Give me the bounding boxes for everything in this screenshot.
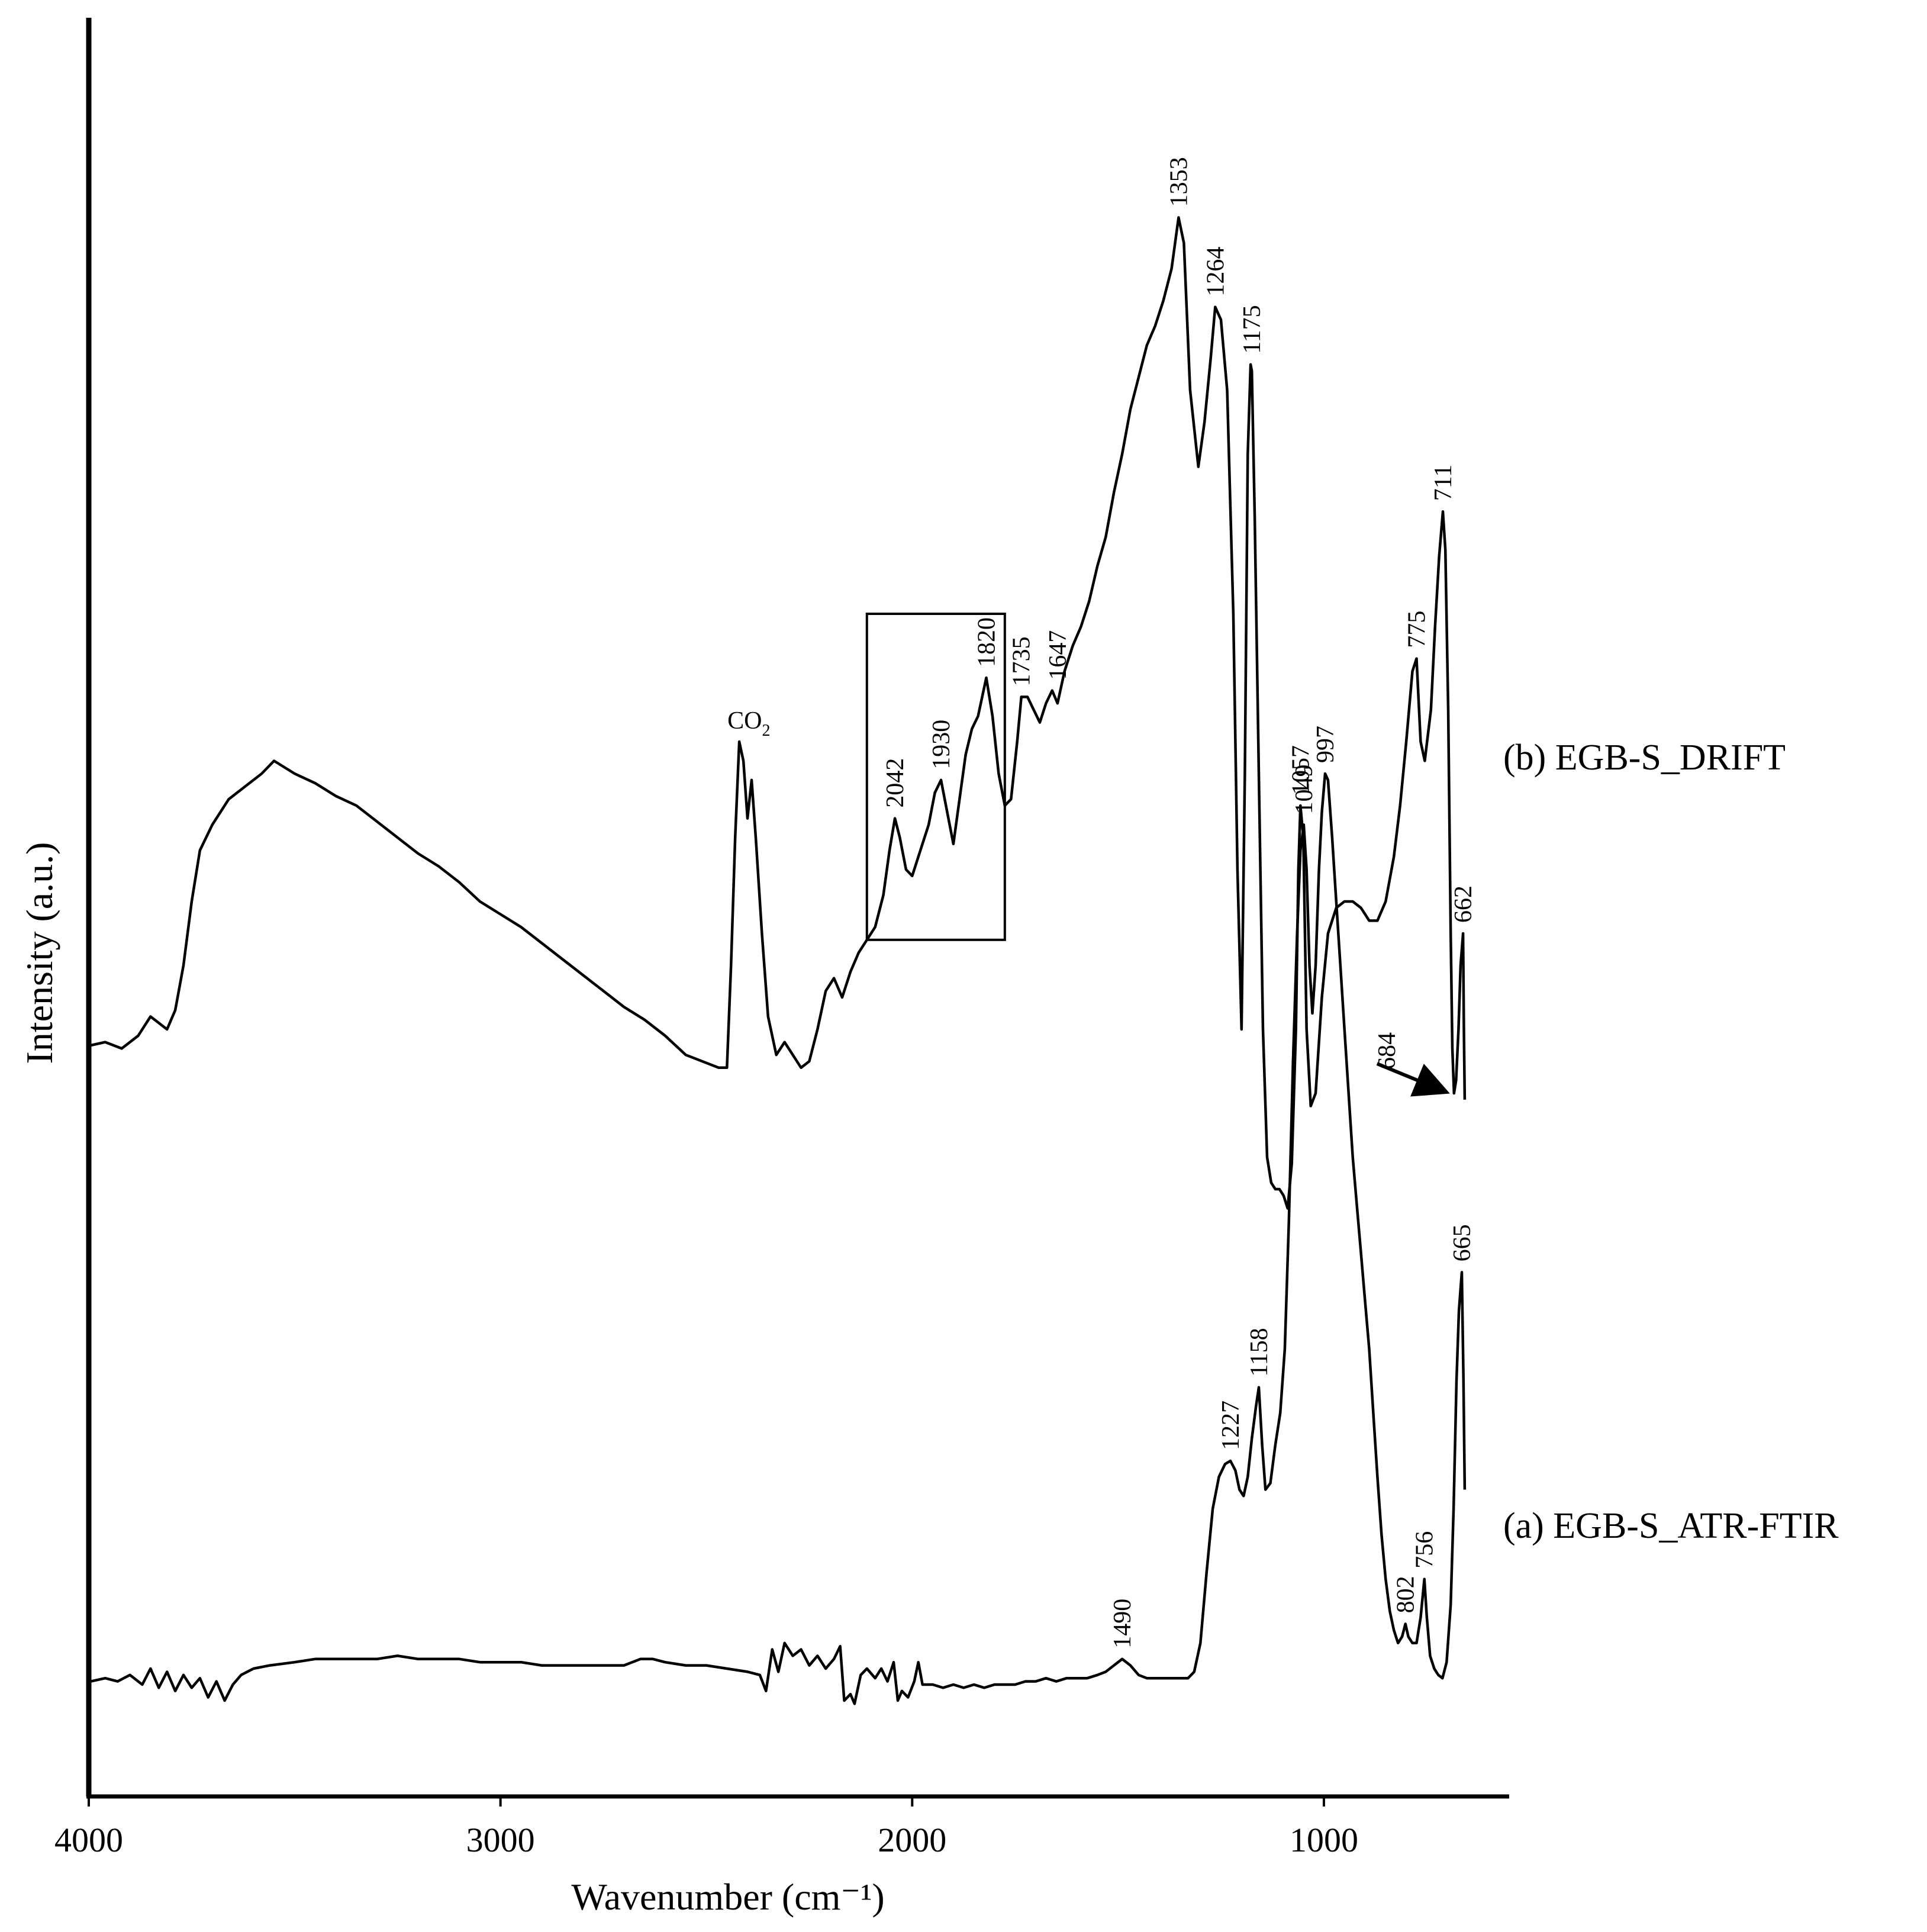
peak-label: 711: [1430, 465, 1457, 501]
series-line-0: [91, 216, 1467, 1210]
x-tick-label: 2000: [878, 1821, 946, 1859]
peak-label: 1057: [1287, 745, 1314, 795]
peak-label: 1158: [1246, 1328, 1273, 1376]
highlight-box: [865, 613, 1006, 941]
co2-label: CO2: [727, 707, 770, 740]
x-tick-label: 1000: [1290, 1821, 1358, 1859]
series-line-1: [91, 772, 1467, 1705]
peak-label: 997: [1312, 726, 1339, 763]
series-label: (b) EGB-S_DRIFT: [1503, 738, 1786, 778]
peak-label: 802: [1393, 1576, 1420, 1613]
peak-label: 1353: [1165, 157, 1193, 207]
peak-label: 665: [1449, 1224, 1476, 1261]
co2-subscript: 2: [762, 722, 770, 740]
peak-label: 1049: [1291, 764, 1318, 814]
peak-label: 1264: [1202, 247, 1229, 297]
peak-label: 756: [1412, 1531, 1439, 1569]
peak-label: 1930: [928, 720, 955, 769]
x-tick-label: 4000: [54, 1821, 123, 1859]
peak-label: 1227: [1217, 1400, 1245, 1450]
peak-label: 1735: [1008, 636, 1036, 686]
peak-label: 2042: [882, 758, 909, 808]
peak-label: 1490: [1109, 1599, 1136, 1648]
axes: 4000 3000 2000 1000: [54, 18, 1509, 1859]
peak-label: 1175: [1239, 305, 1266, 353]
peak-label: 775: [1404, 611, 1431, 648]
peak-label: 662: [1450, 886, 1477, 923]
plot-area: (b) EGB-S_DRIFT (a) EGB-S_ATR-FTIR 1353 126…: [91, 157, 1839, 1705]
series-label: (a) EGB-S_ATR-FTIR: [1503, 1506, 1839, 1546]
peak-label: 1820: [974, 617, 1001, 667]
arrow-684: [1376, 1062, 1450, 1097]
peak-label: 1647: [1045, 630, 1072, 680]
y-axis-label: Intensity (a.u.): [18, 842, 60, 1064]
x-tick-label: 3000: [466, 1821, 535, 1859]
x-axis-label: Wavenumber (cm⁻¹): [571, 1876, 884, 1918]
